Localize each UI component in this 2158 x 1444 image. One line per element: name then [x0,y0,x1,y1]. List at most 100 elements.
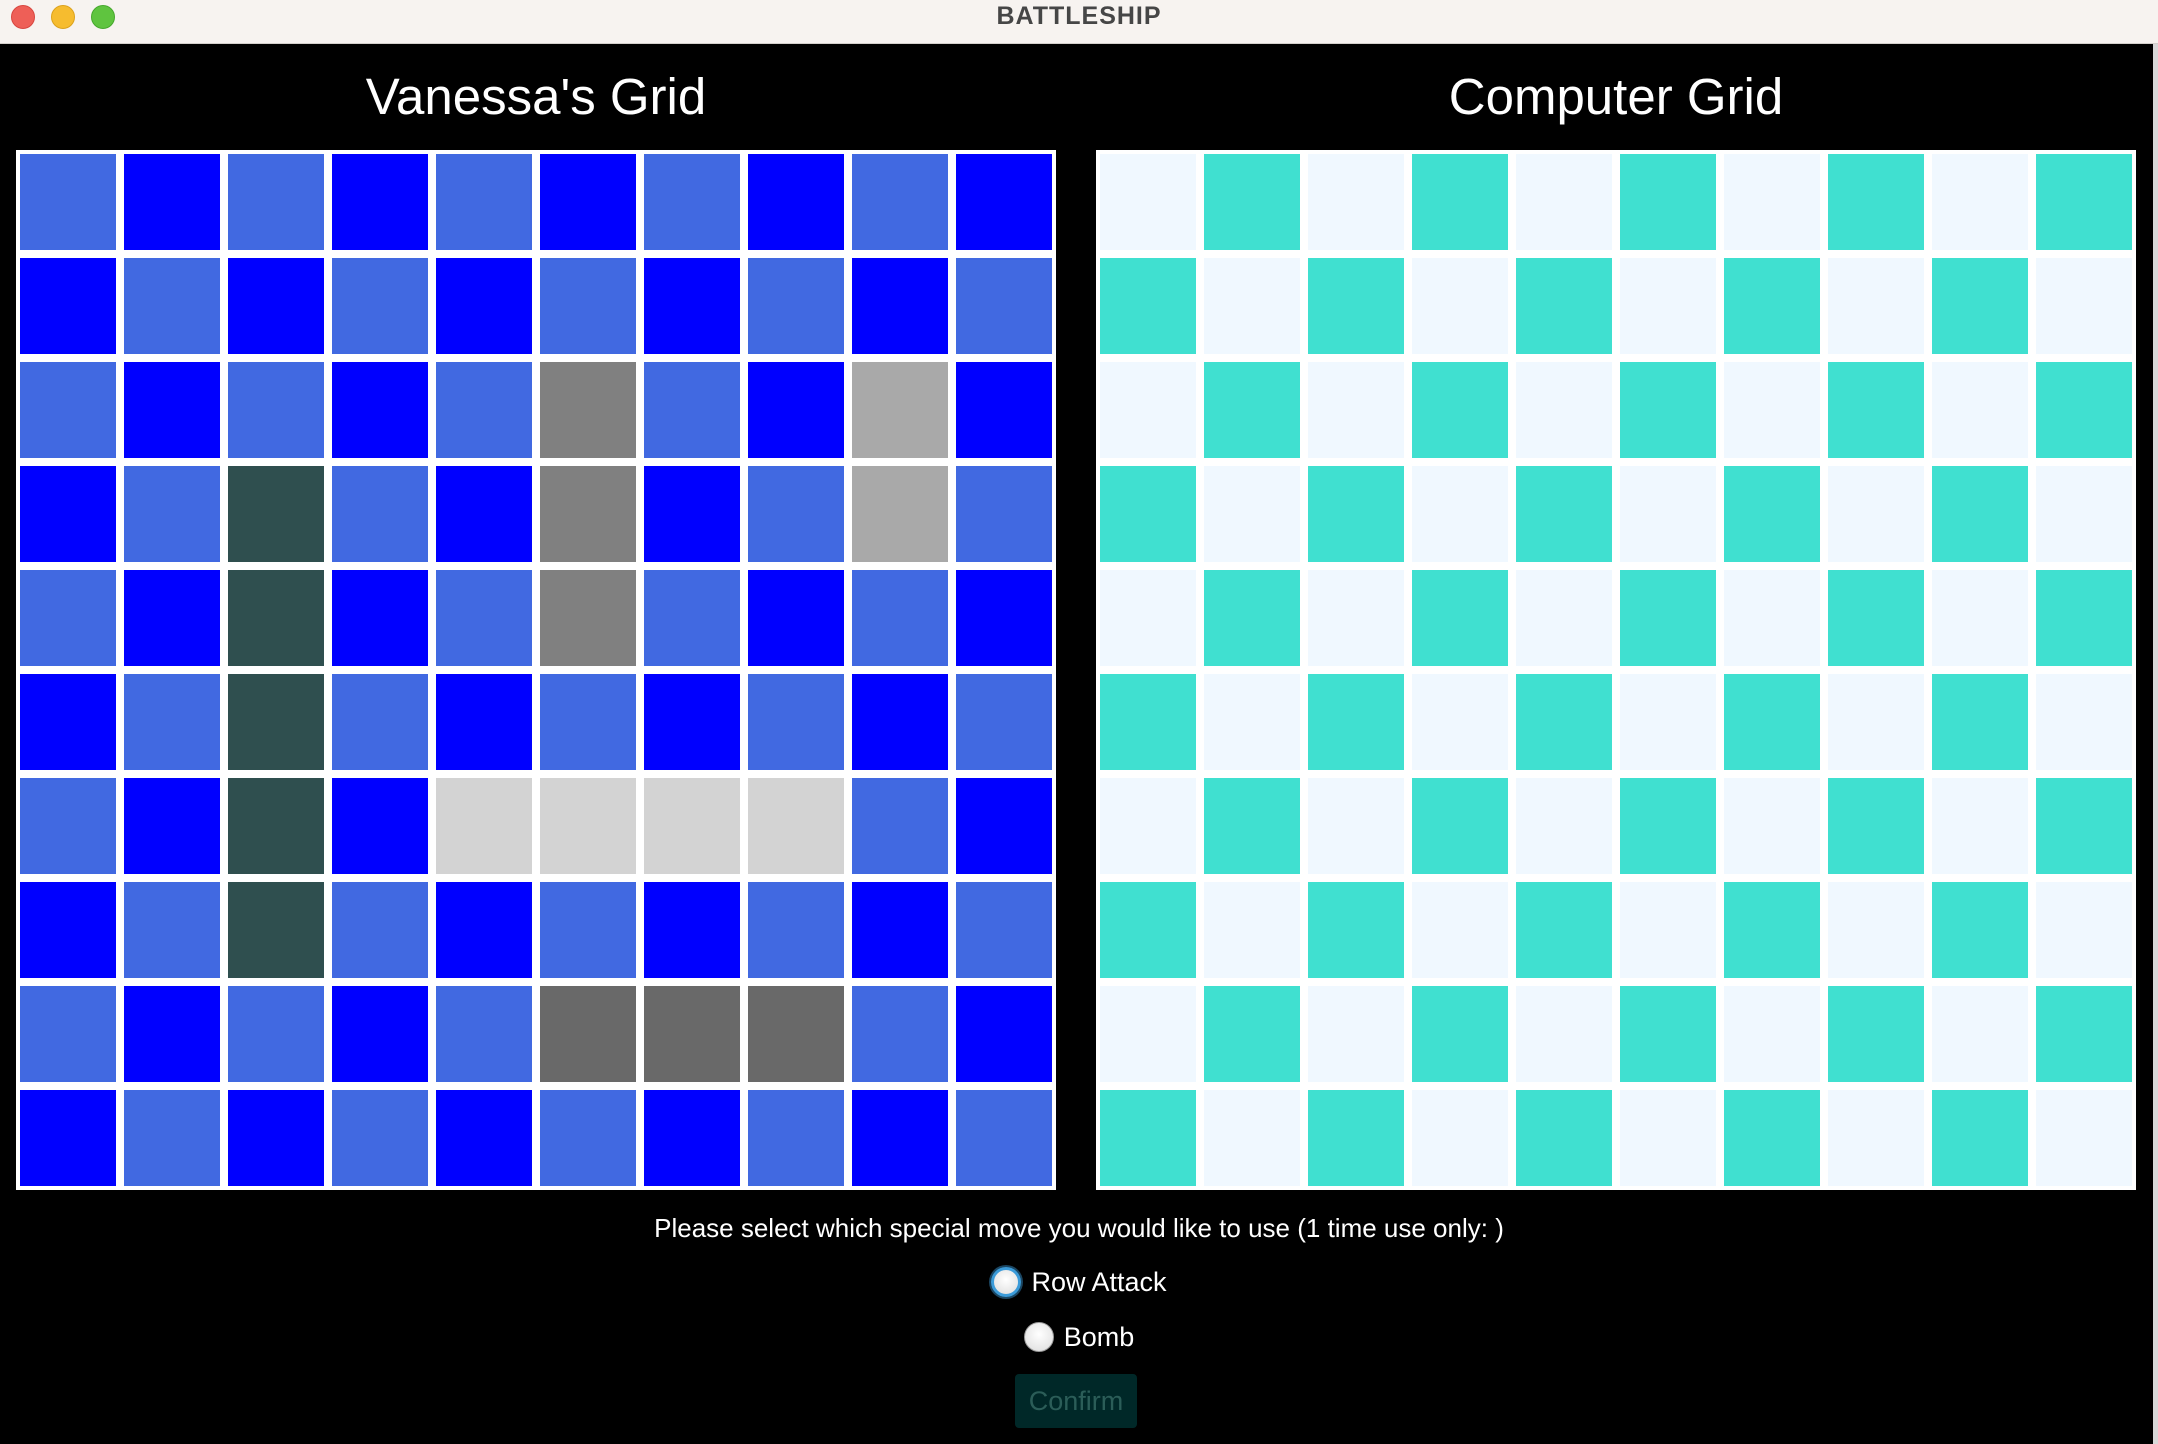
computer-cell[interactable] [1412,362,1508,458]
computer-cell[interactable] [1620,466,1716,562]
computer-cell[interactable] [1828,778,1924,874]
zoom-window-button[interactable] [91,5,115,29]
computer-cell[interactable] [1828,154,1924,250]
bomb-label[interactable]: Bomb [1063,1321,1135,1352]
row-attack-radio[interactable] [991,1267,1022,1297]
computer-cell[interactable] [1204,154,1300,250]
confirm-button[interactable]: Confirm [1015,1374,1137,1428]
computer-cell[interactable] [1516,466,1612,562]
computer-cell[interactable] [1932,154,2028,250]
computer-cell[interactable] [1828,466,1924,562]
computer-cell[interactable] [1308,674,1404,770]
computer-cell[interactable] [1724,778,1820,874]
computer-cell[interactable] [1724,362,1820,458]
computer-cell[interactable] [1204,1090,1300,1186]
computer-cell[interactable] [1724,674,1820,770]
computer-cell[interactable] [1828,362,1924,458]
computer-cell[interactable] [1308,154,1404,250]
computer-cell[interactable] [1308,778,1404,874]
computer-cell[interactable] [1100,154,1196,250]
computer-cell[interactable] [1412,674,1508,770]
computer-cell[interactable] [2036,154,2132,250]
computer-cell[interactable] [1828,1090,1924,1186]
computer-cell[interactable] [1516,882,1612,978]
computer-cell[interactable] [1412,570,1508,666]
computer-cell[interactable] [1204,362,1300,458]
computer-cell[interactable] [1100,466,1196,562]
computer-cell[interactable] [2036,362,2132,458]
computer-cell[interactable] [2036,674,2132,770]
computer-cell[interactable] [1932,674,2028,770]
computer-cell[interactable] [1620,986,1716,1082]
computer-cell[interactable] [1724,466,1820,562]
bomb-radio[interactable] [1023,1322,1054,1352]
close-window-button[interactable] [11,5,35,29]
computer-cell[interactable] [1100,570,1196,666]
computer-cell[interactable] [1100,674,1196,770]
computer-cell[interactable] [1308,882,1404,978]
computer-cell[interactable] [1828,570,1924,666]
computer-cell[interactable] [1620,570,1716,666]
row-attack-option[interactable]: Row Attack [0,1260,2158,1304]
computer-cell[interactable] [1412,258,1508,354]
computer-cell[interactable] [1620,154,1716,250]
computer-cell[interactable] [1932,882,2028,978]
computer-cell[interactable] [1620,674,1716,770]
computer-cell[interactable] [2036,882,2132,978]
computer-cell[interactable] [1412,1090,1508,1186]
computer-cell[interactable] [1516,362,1612,458]
computer-cell[interactable] [1724,570,1820,666]
computer-cell[interactable] [1932,778,2028,874]
computer-cell[interactable] [1516,674,1612,770]
computer-cell[interactable] [1204,778,1300,874]
computer-cell[interactable] [1204,674,1300,770]
computer-cell[interactable] [1620,1090,1716,1186]
computer-cell[interactable] [1308,466,1404,562]
computer-cell[interactable] [1204,986,1300,1082]
computer-cell[interactable] [1412,778,1508,874]
computer-cell[interactable] [1932,362,2028,458]
computer-cell[interactable] [1100,258,1196,354]
computer-cell[interactable] [2036,986,2132,1082]
computer-cell[interactable] [1724,258,1820,354]
computer-cell[interactable] [1828,258,1924,354]
computer-cell[interactable] [1308,986,1404,1082]
computer-cell[interactable] [1308,1090,1404,1186]
computer-cell[interactable] [1204,570,1300,666]
computer-cell[interactable] [1828,882,1924,978]
computer-cell[interactable] [1516,570,1612,666]
computer-cell[interactable] [1412,882,1508,978]
computer-cell[interactable] [1516,154,1612,250]
computer-cell[interactable] [1828,986,1924,1082]
row-attack-label[interactable]: Row Attack [1031,1266,1167,1297]
computer-cell[interactable] [2036,1090,2132,1186]
computer-cell[interactable] [1932,258,2028,354]
computer-cell[interactable] [1620,258,1716,354]
computer-cell[interactable] [1412,154,1508,250]
computer-cell[interactable] [1100,362,1196,458]
bomb-option[interactable]: Bomb [0,1315,2158,1359]
computer-cell[interactable] [1412,466,1508,562]
computer-cell[interactable] [1620,882,1716,978]
computer-cell[interactable] [1932,1090,2028,1186]
computer-cell[interactable] [1724,882,1820,978]
minimize-window-button[interactable] [51,5,75,29]
computer-cell[interactable] [1412,986,1508,1082]
computer-cell[interactable] [1308,570,1404,666]
computer-cell[interactable] [1932,986,2028,1082]
computer-cell[interactable] [1100,1090,1196,1186]
computer-cell[interactable] [1932,466,2028,562]
computer-cell[interactable] [1516,986,1612,1082]
computer-cell[interactable] [1516,258,1612,354]
computer-cell[interactable] [1308,362,1404,458]
computer-cell[interactable] [1620,778,1716,874]
computer-cell[interactable] [1932,570,2028,666]
computer-cell[interactable] [1204,882,1300,978]
computer-cell[interactable] [1516,1090,1612,1186]
computer-cell[interactable] [2036,466,2132,562]
computer-cell[interactable] [2036,778,2132,874]
computer-cell[interactable] [1100,882,1196,978]
computer-cell[interactable] [2036,258,2132,354]
computer-cell[interactable] [1828,674,1924,770]
computer-cell[interactable] [1204,258,1300,354]
